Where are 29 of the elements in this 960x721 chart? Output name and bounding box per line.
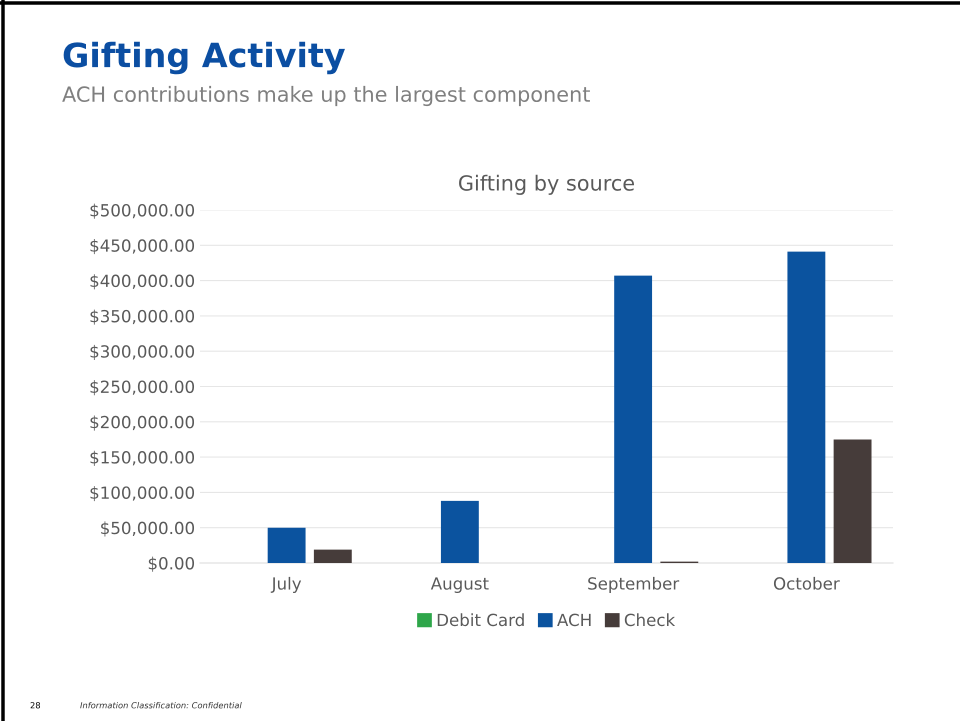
y-tick-label: $400,000.00 <box>90 274 194 290</box>
y-tick-label: $200,000.00 <box>90 415 194 431</box>
y-tick-label: $150,000.00 <box>90 450 194 466</box>
x-tick-label: July <box>270 576 302 594</box>
chart-title: Gifting by source <box>459 174 634 195</box>
y-tick-label: $100,000.00 <box>90 486 194 502</box>
bar <box>440 500 479 563</box>
bar <box>834 439 872 563</box>
y-tick-label: $50,000.00 <box>101 521 194 536</box>
y-tick-label: $250,000.00 <box>90 380 194 396</box>
bar <box>614 276 652 563</box>
legend-label: Debit Card <box>438 613 524 626</box>
y-tick-label: $450,000.00 <box>90 238 194 254</box>
bar <box>314 550 352 563</box>
legend-label: Check <box>624 613 676 626</box>
y-tick-label: $350,000.00 <box>90 310 194 325</box>
y-tick-label: $500,000.00 <box>90 204 194 219</box>
y-tick-label: $0.00 <box>148 556 194 572</box>
text: 28 <box>30 702 40 708</box>
x-tick-label: October <box>774 576 840 590</box>
bar <box>787 252 826 563</box>
legend-label: ACH <box>557 614 591 626</box>
chart-subtitle: Gifting Activity <box>64 42 345 74</box>
bar <box>268 528 306 563</box>
x-tick-label: September <box>588 576 680 594</box>
y-tick-label: $300,000.00 <box>90 344 194 360</box>
text: Information Classification: Confidential <box>80 702 242 708</box>
text: ACH contributions make up the largest component <box>62 86 590 106</box>
x-tick-label: August <box>430 577 489 594</box>
